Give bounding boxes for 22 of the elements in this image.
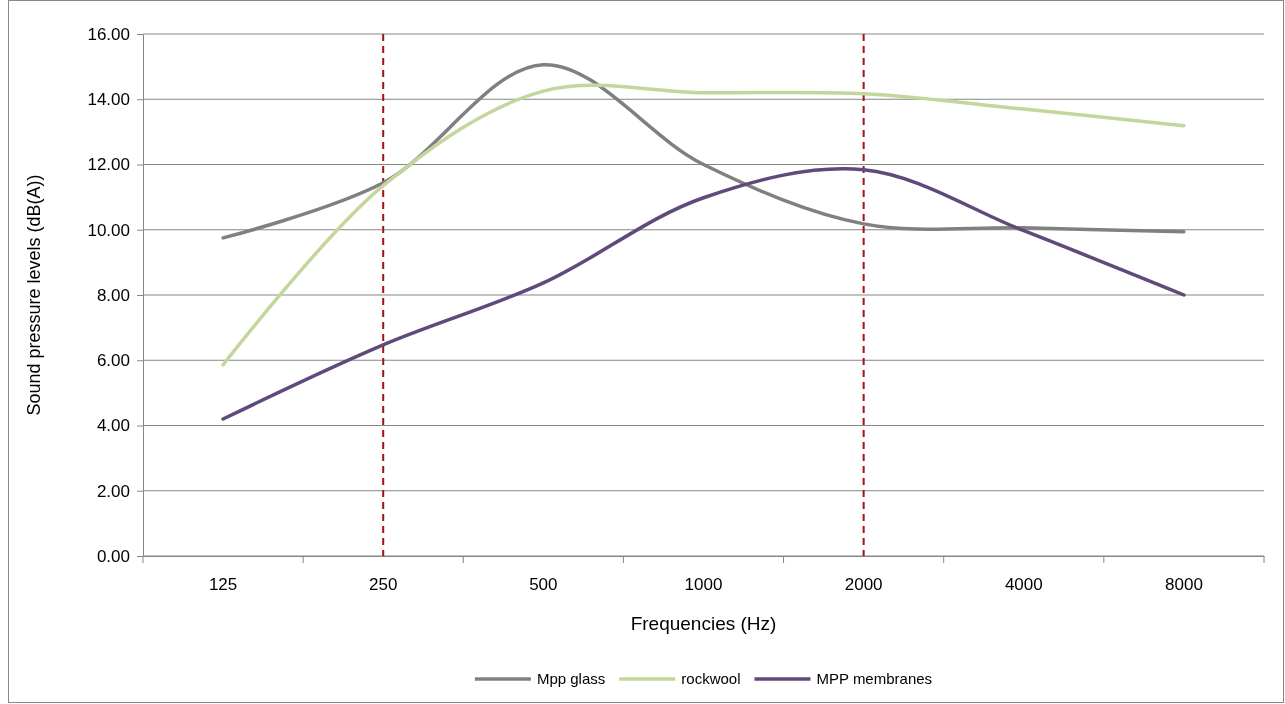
y-tick-label: 2.00: [96, 481, 130, 501]
y-tick-label: 8.00: [96, 285, 130, 305]
y-tick-label: 16.00: [87, 24, 130, 44]
legend-label: MPP membranes: [816, 670, 933, 687]
line-series: [221, 167, 1186, 421]
y-tick-label: 0.00: [96, 546, 130, 566]
x-tick-label: 8000: [1165, 575, 1203, 595]
x-tick-label: 1000: [684, 575, 723, 595]
legend-label: Mpp glass: [536, 670, 606, 687]
x-tick-label: 250: [369, 575, 398, 595]
y-tick-label: 10.00: [87, 220, 130, 240]
y-tick-label: 14.00: [87, 90, 130, 110]
y-tick-label: 6.00: [96, 351, 130, 371]
x-tick-label: 500: [529, 575, 558, 595]
y-axis-title: Sound pressure levels (dB(A)): [24, 174, 44, 416]
x-axis-title: Frequencies (Hz): [630, 613, 777, 634]
x-tick-label: 4000: [1004, 575, 1043, 595]
y-tick-label: 4.00: [96, 416, 130, 436]
x-tick-label: 125: [208, 575, 238, 595]
legend-label: rockwool: [681, 670, 741, 687]
x-tick-label: 2000: [844, 575, 883, 595]
y-tick-label: 12.00: [87, 155, 130, 175]
